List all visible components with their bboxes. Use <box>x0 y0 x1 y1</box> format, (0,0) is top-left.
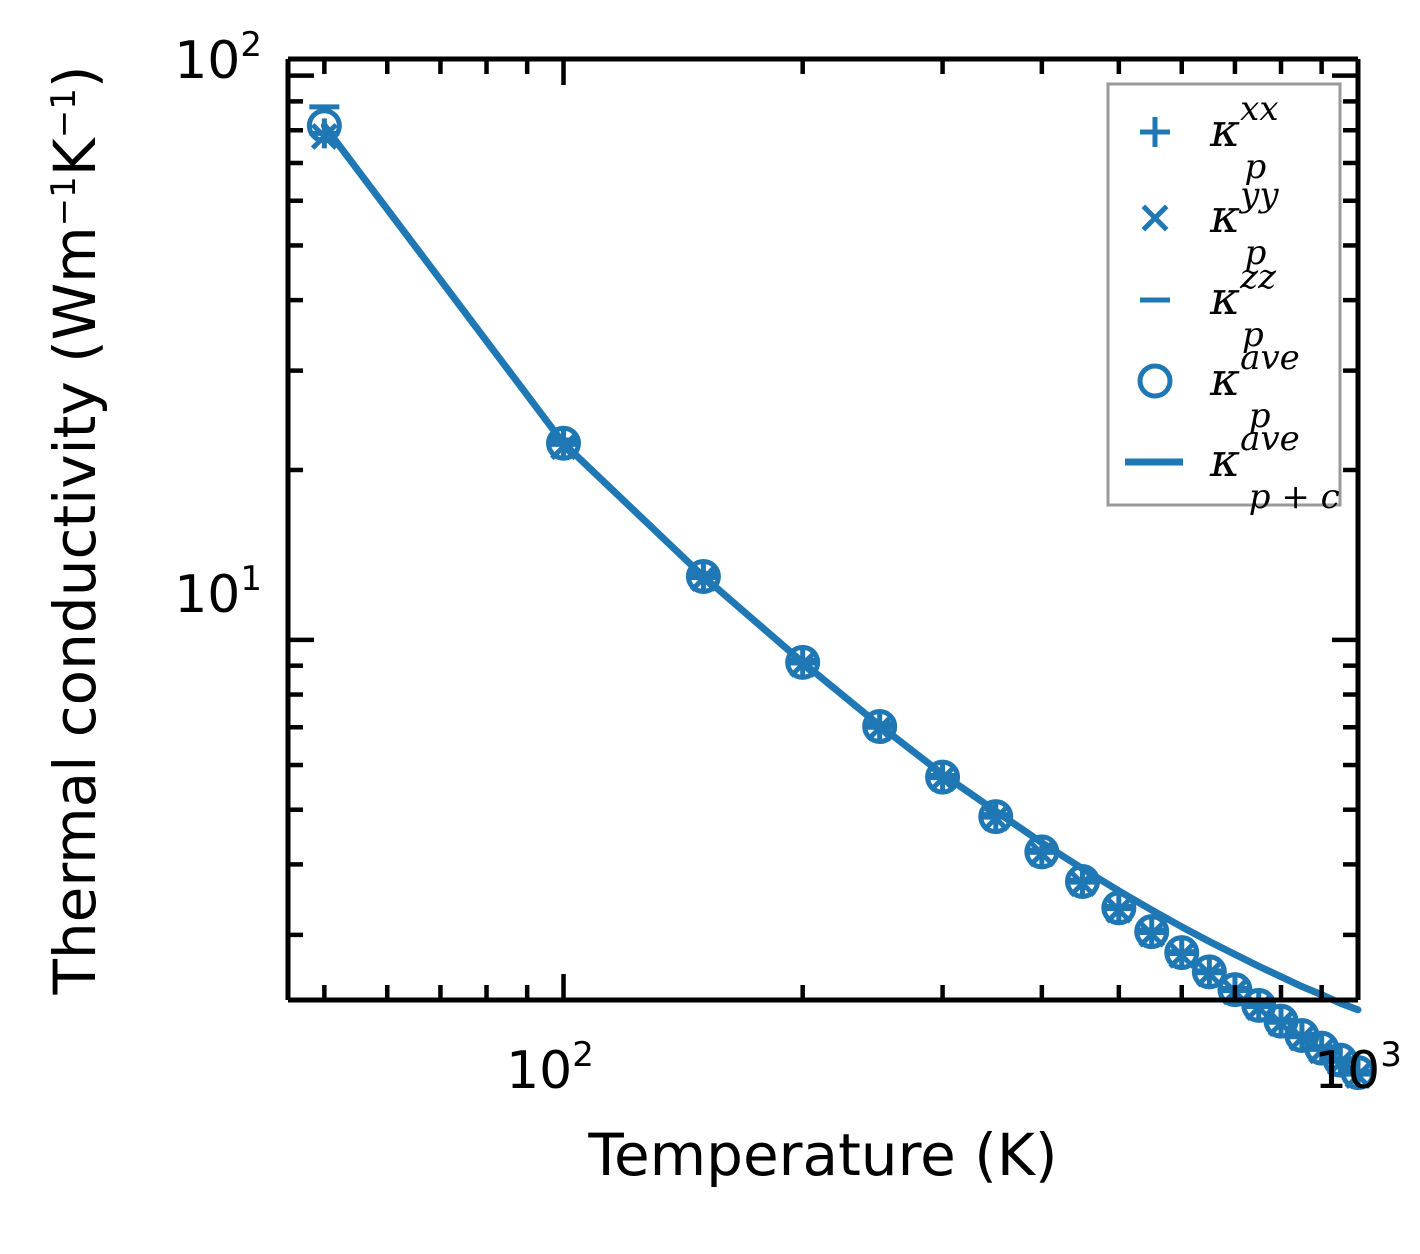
legend-label-4: κave p <box>1209 338 1300 436</box>
x-tick-label-100: 102 <box>506 1035 594 1101</box>
data-point <box>689 564 717 592</box>
legend-item-1[interactable]: κxx p <box>1140 89 1279 187</box>
x-tick-labels: 102 103 <box>506 1035 1402 1101</box>
data-point <box>929 764 957 792</box>
data-point <box>1028 840 1056 868</box>
data-point <box>546 425 582 461</box>
data-point <box>789 650 817 678</box>
data-point <box>866 714 894 742</box>
data-series-layer <box>306 104 1376 1091</box>
axis-ticks-layer <box>288 59 1361 1000</box>
legend-label-3: κzz p <box>1209 257 1277 355</box>
data-point <box>862 709 898 745</box>
data-point <box>1217 972 1253 1008</box>
x-tick-label-1000: 103 <box>1314 1035 1402 1101</box>
data-point <box>1191 954 1227 990</box>
legend-label-1: κxx p <box>1209 89 1279 187</box>
legend-label-5: κave p + c <box>1209 419 1340 517</box>
legend-item-3[interactable]: κzz p <box>1140 257 1277 355</box>
legend-label-2: κyy p <box>1209 175 1279 273</box>
data-point <box>1064 864 1100 900</box>
legend-item-2[interactable]: κyy p <box>1141 175 1279 273</box>
legend-item-5[interactable]: κave p + c <box>1125 419 1340 517</box>
data-point <box>978 799 1014 835</box>
data-point <box>1304 1030 1340 1066</box>
y-tick-label-10: 101 <box>174 559 262 625</box>
data-point <box>310 122 338 150</box>
legend-marker-circle <box>1137 363 1173 399</box>
y-tick-label-100: 102 <box>174 25 262 91</box>
series-markers-kappa-p-ave <box>306 108 1376 1091</box>
data-point <box>785 644 821 680</box>
data-point <box>982 804 1010 832</box>
y-tick-labels: 102 101 <box>174 25 262 625</box>
legend-marker-cross <box>1141 204 1169 232</box>
legend-box <box>1106 82 1342 507</box>
data-point <box>306 108 342 144</box>
data-point <box>1195 960 1223 988</box>
y-axis-title: Thermal conductivity (Wm−1K−1) <box>41 65 109 995</box>
legend-marker-plus <box>1140 117 1170 147</box>
data-point <box>1164 935 1200 971</box>
data-point <box>685 558 721 594</box>
data-point <box>925 759 961 795</box>
data-point <box>1134 914 1170 950</box>
x-axis-title: Temperature (K) <box>587 1121 1057 1189</box>
legend-item-4[interactable]: κave p <box>1137 338 1300 436</box>
data-point <box>1024 834 1060 870</box>
data-point <box>1101 890 1137 926</box>
data-point <box>1340 1055 1376 1091</box>
